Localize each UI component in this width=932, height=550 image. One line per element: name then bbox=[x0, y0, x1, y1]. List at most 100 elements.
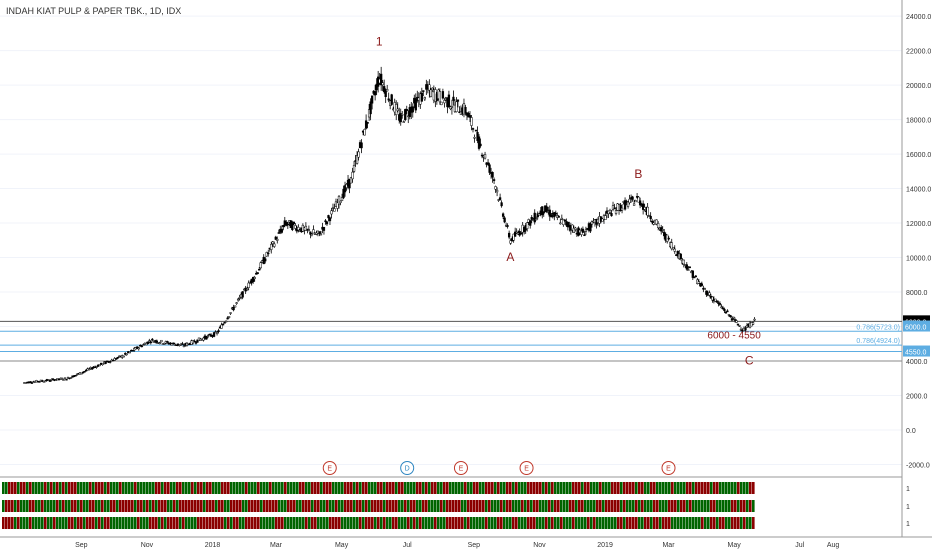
candle-body bbox=[155, 340, 158, 343]
candle bbox=[708, 290, 711, 297]
candle bbox=[425, 79, 428, 95]
candle-body bbox=[744, 327, 747, 331]
indicator-bar bbox=[440, 500, 443, 512]
candle bbox=[500, 200, 503, 208]
indicator-bar bbox=[443, 482, 446, 494]
indicator-bar bbox=[380, 482, 383, 494]
indicator-bar bbox=[266, 517, 269, 529]
candle bbox=[286, 221, 289, 229]
indicator-bar bbox=[368, 517, 371, 529]
candle bbox=[322, 226, 326, 235]
indicator-bar bbox=[284, 517, 287, 529]
indicator-bar bbox=[731, 482, 734, 494]
indicator-bar bbox=[608, 500, 611, 512]
candle bbox=[352, 160, 356, 173]
indicator-bar bbox=[209, 517, 212, 529]
indicator-bar bbox=[503, 482, 506, 494]
indicator-bar bbox=[26, 500, 29, 512]
candle-body bbox=[541, 206, 544, 216]
indicator-bar bbox=[410, 517, 413, 529]
indicator-bar bbox=[500, 500, 503, 512]
indicator-bar bbox=[605, 482, 608, 494]
candle-body bbox=[232, 307, 235, 311]
candle-body bbox=[364, 120, 368, 129]
candle bbox=[560, 214, 563, 221]
indicator-bar bbox=[428, 482, 431, 494]
candle bbox=[369, 98, 372, 121]
indicator-bar bbox=[512, 482, 515, 494]
indicator-bar bbox=[524, 517, 527, 529]
candle-body bbox=[563, 219, 566, 222]
indicator-bar bbox=[242, 500, 245, 512]
candle-body bbox=[65, 378, 68, 381]
indicator-bar bbox=[386, 482, 389, 494]
indicator-bar bbox=[734, 500, 737, 512]
indicator-bar bbox=[269, 482, 272, 494]
indicator-bar bbox=[575, 500, 578, 512]
indicator-bar bbox=[203, 517, 206, 529]
indicator-bar bbox=[347, 517, 350, 529]
candle-body bbox=[693, 276, 696, 279]
indicator-bar bbox=[233, 482, 236, 494]
candle-body bbox=[246, 289, 249, 291]
candle-body bbox=[370, 95, 374, 104]
indicator-bar bbox=[362, 517, 365, 529]
indicator-bar bbox=[470, 500, 473, 512]
annotation-label: 6000 - 4550 bbox=[707, 331, 761, 342]
indicator-bar bbox=[707, 500, 710, 512]
indicator-bar bbox=[659, 517, 662, 529]
indicator-bar bbox=[383, 482, 386, 494]
candle-body bbox=[491, 172, 494, 178]
indicator-bar bbox=[104, 500, 107, 512]
candle-body bbox=[428, 84, 431, 91]
indicator-bar bbox=[14, 500, 17, 512]
candle bbox=[349, 176, 353, 184]
candle bbox=[620, 204, 624, 214]
indicator-bar bbox=[206, 500, 209, 512]
indicator-bar bbox=[95, 482, 98, 494]
indicator-bar bbox=[140, 517, 143, 529]
indicator-bar bbox=[590, 517, 593, 529]
indicator-bar bbox=[569, 517, 572, 529]
candle bbox=[109, 361, 112, 364]
indicator-bar bbox=[182, 517, 185, 529]
candle-body bbox=[38, 381, 41, 383]
indicator-bar bbox=[269, 517, 272, 529]
indicator-bar bbox=[521, 482, 524, 494]
indicator-bar bbox=[707, 482, 710, 494]
candle bbox=[723, 307, 726, 313]
indicator-bar bbox=[110, 517, 113, 529]
candle bbox=[414, 93, 417, 114]
wave-label: 1 bbox=[376, 34, 383, 48]
indicator-bar bbox=[152, 517, 155, 529]
indicator-bar bbox=[284, 500, 287, 512]
candle-body bbox=[431, 87, 434, 91]
candle bbox=[520, 231, 523, 235]
candle bbox=[632, 199, 636, 206]
indicator-bar bbox=[35, 517, 38, 529]
candle-body bbox=[390, 94, 393, 105]
indicator-bar bbox=[353, 482, 356, 494]
indicator-bar bbox=[536, 517, 539, 529]
indicator-bar bbox=[317, 517, 320, 529]
indicator-bar bbox=[689, 517, 692, 529]
indicator-bar bbox=[149, 482, 152, 494]
indicator-bar bbox=[638, 517, 641, 529]
indicator-bar bbox=[389, 482, 392, 494]
indicator-bar bbox=[383, 517, 386, 529]
indicator-bar bbox=[416, 482, 419, 494]
indicator-bar bbox=[116, 500, 119, 512]
candle-body bbox=[723, 308, 726, 312]
indicator-bar bbox=[8, 517, 11, 529]
indicator-bar bbox=[527, 482, 530, 494]
candle bbox=[339, 200, 342, 206]
indicator-bar bbox=[401, 500, 404, 512]
indicator-bar bbox=[65, 500, 68, 512]
indicator-bar bbox=[689, 500, 692, 512]
candle-body bbox=[109, 361, 112, 363]
indicator-bar bbox=[308, 517, 311, 529]
indicator-bar bbox=[704, 517, 707, 529]
candle bbox=[682, 259, 685, 268]
candle-body bbox=[381, 82, 384, 86]
